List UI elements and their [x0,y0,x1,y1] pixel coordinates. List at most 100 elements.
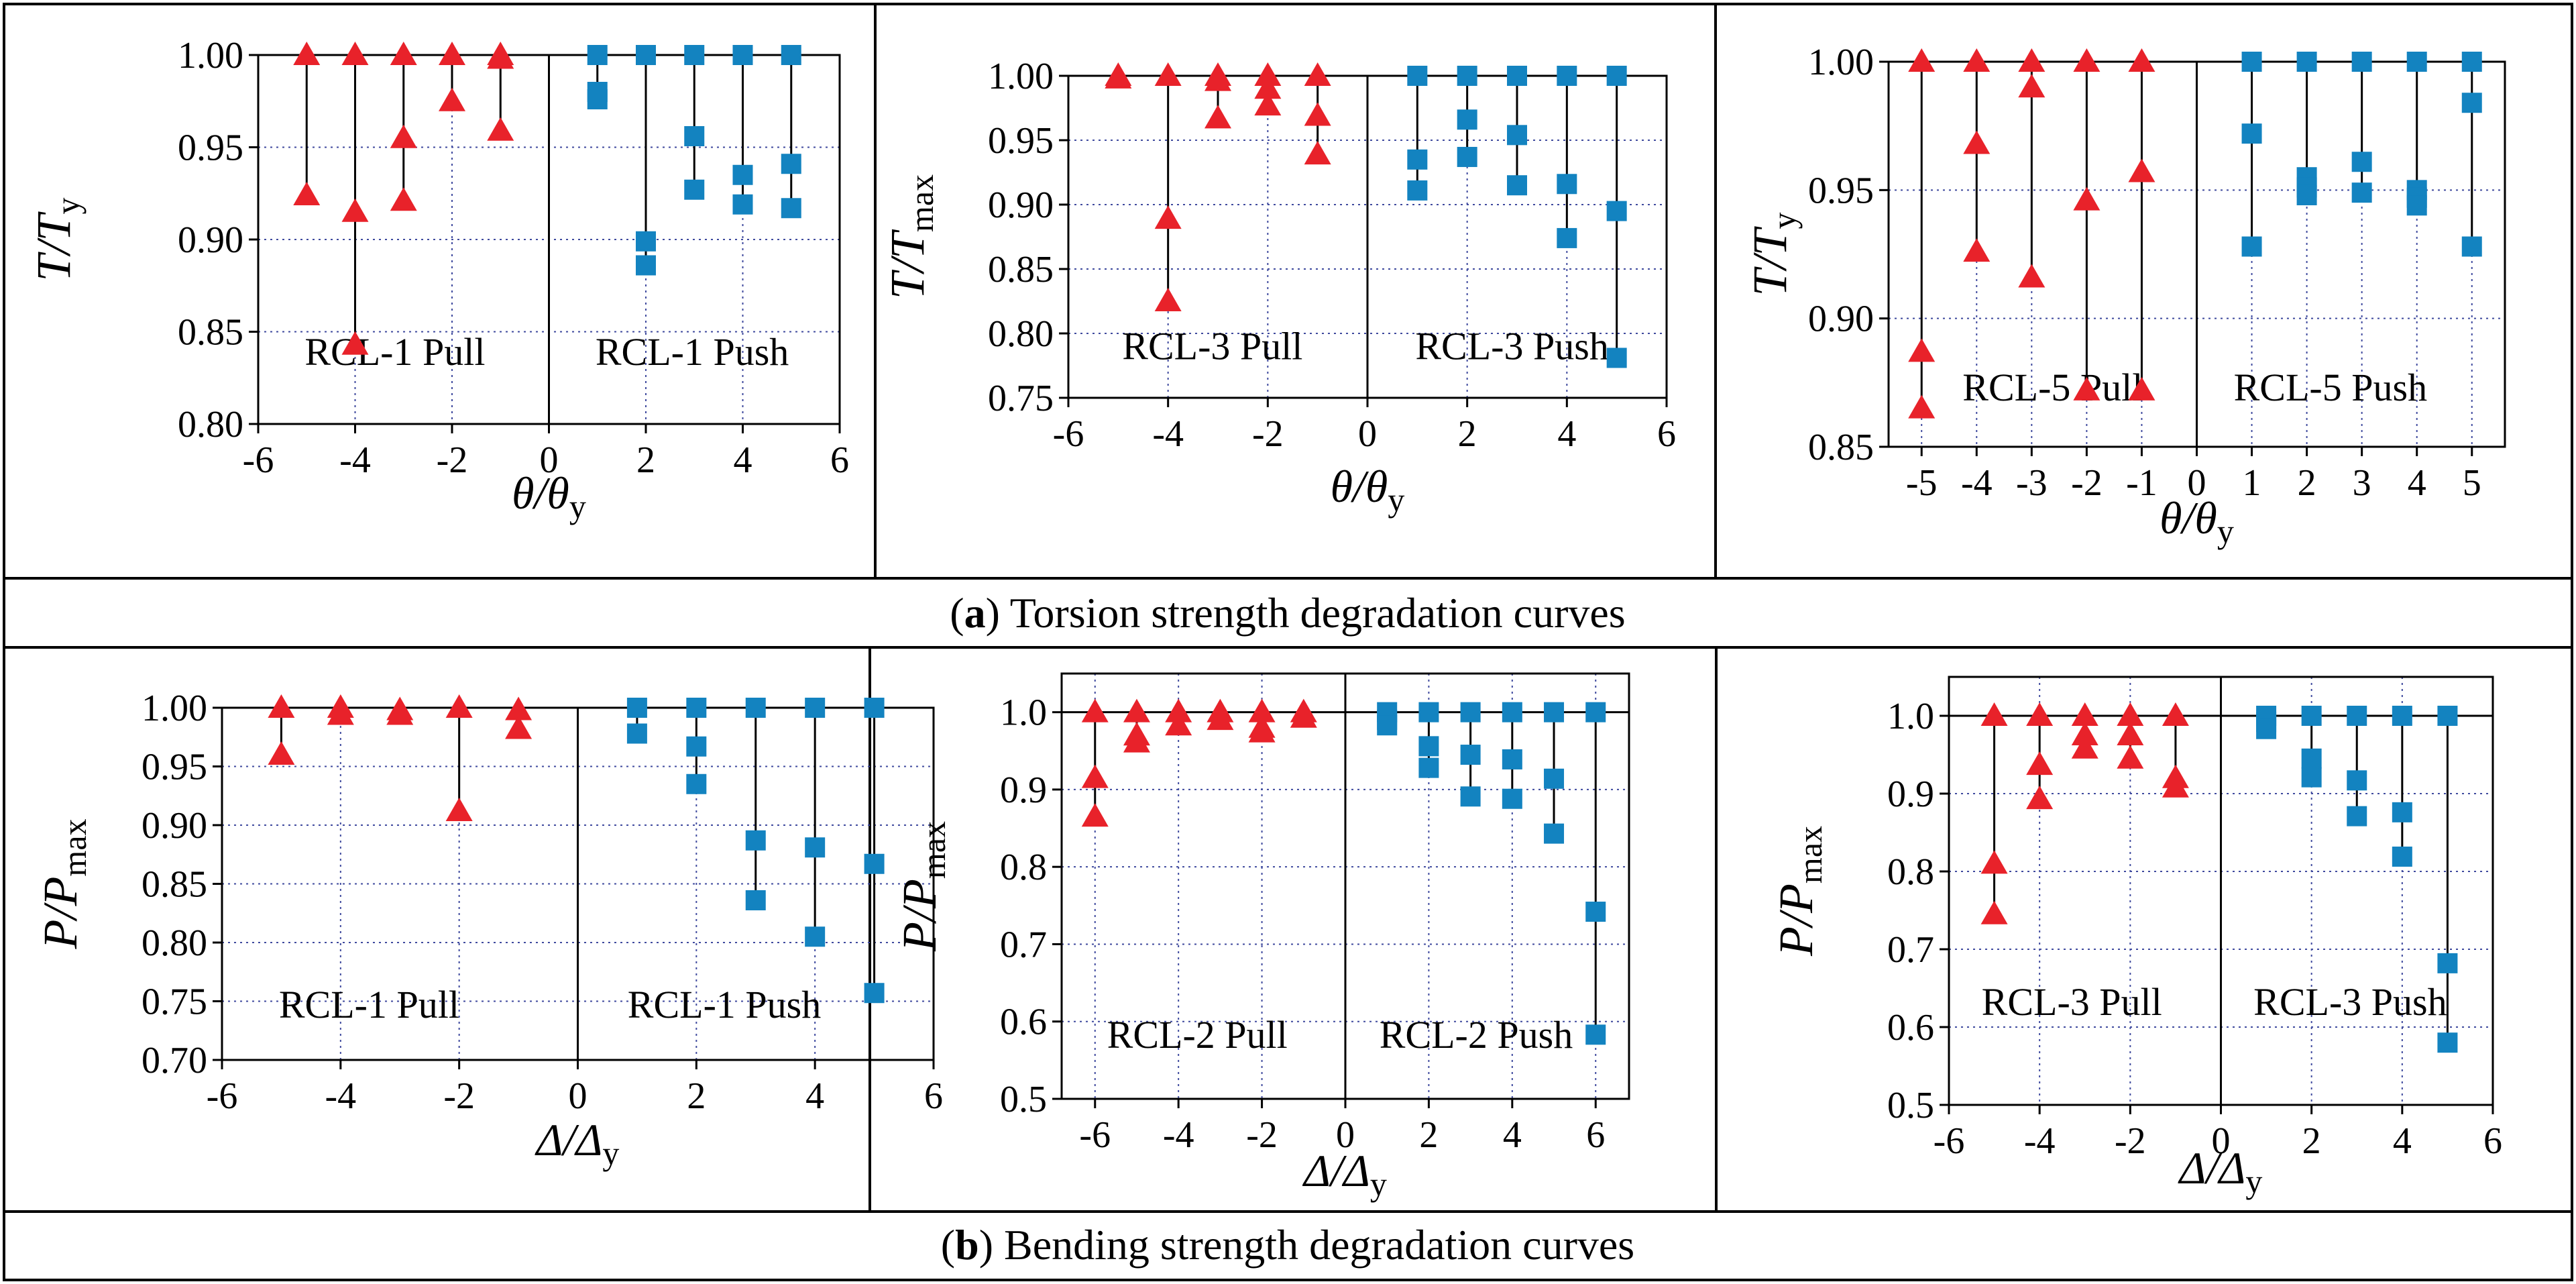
chart-a1-pull-point-2-0 [390,42,417,65]
chart-b2-annotation-0: RCL-2 Pull [1107,1013,1288,1057]
chart-b2-push-point-5-1 [1585,902,1606,922]
chart-a2-pull-point-2-2 [1205,105,1231,129]
chart-b3-pull-point-3-1 [2117,722,2144,745]
chart-b1-push-point-4-2 [864,983,885,1004]
chart-b3-ytick-label-1: 0.6 [1887,1007,1934,1049]
chart-a1-push-point-1-1 [636,231,656,252]
chart-b2-ytick-label-1: 0.6 [1000,1002,1047,1043]
chart-b3-pull-point-3-2 [2117,745,2144,769]
chart-a1-pull-point-3-0 [439,42,465,65]
chart-a2-xlabel-sub: y [1388,481,1404,519]
chart-b2-push-point-2-2 [1460,786,1481,807]
chart-a1-xtick-label-2: -2 [437,439,468,481]
chart-b1-ytick-label-3: 0.85 [142,864,207,906]
chart-a2-push-point-4-2 [1606,347,1627,368]
chart-b2-push-point-1-1 [1418,736,1439,757]
chart-b2-pull-point-5-1 [1290,704,1317,728]
chart-a1-pull-point-0-1 [293,182,321,205]
chart-a3-xtick-label-7: 2 [2298,462,2316,504]
chart-b3-push-point-2-0 [2347,706,2367,726]
chart-a1-push-point-0-2 [587,89,608,109]
chart-b2-ytick-label-3: 0.8 [1000,847,1047,888]
chart-a1-xlabel-sub: y [569,488,586,525]
chart-a1-pull-point-1-0 [341,42,369,65]
chart-a3-annotation-1: RCL-5 Push [2234,366,2427,409]
chart-a3-ytick-label-3: 1.00 [1808,42,1874,83]
chart-a2-push-point-4-0 [1606,66,1627,86]
chart-a1-push-point-3-1 [732,164,753,185]
chart-b3-push-point-4-0 [2437,706,2458,726]
chart-b2-push-point-2-0 [1460,702,1481,723]
chart-a3-push-point-4-0 [2461,52,2482,72]
chart-a3-push-point-0-1 [2241,123,2262,144]
chart-a1-push-point-1-2 [636,255,656,276]
chart-a1-ytick-label-1: 0.85 [178,312,243,354]
chart-a3-pull-point-0-0 [1908,48,1936,72]
chart-b3-ylabel-sub: max [1791,826,1829,884]
chart-a3-pull-point-3-1 [2073,186,2101,211]
chart-b1-xtick-label-4: 2 [687,1075,706,1117]
chart-b1-pull-point-0-1 [268,741,295,765]
chart-b3-push-point-3-2 [2392,846,2412,867]
chart-a1-ytick-label-0: 0.80 [178,404,243,445]
chart-b3-xtick-label-4: 2 [2302,1120,2321,1162]
chart-a2-ytick-label-3: 0.90 [988,184,1054,226]
chart-b2-push-point-1-2 [1418,757,1439,778]
chart-a2-push-point-3-2 [1557,227,1577,248]
chart-b1-xtick-label-6: 6 [924,1075,943,1117]
chart-a2-push-point-1-2 [1457,146,1477,167]
chart-a2-ytick-label-1: 0.80 [988,313,1054,355]
caption-a-letter: a [964,589,986,637]
chart-b3-pull-point-2-0 [2071,702,2098,726]
chart-b2-pull-point-0-0 [1081,698,1109,723]
chart-a3-xtick-label-3: -2 [2071,462,2103,504]
chart-a2-annotation-0: RCL-3 Pull [1122,324,1302,368]
chart-a2-pull-point-3-0 [1254,62,1282,86]
chart-b3-xtick-label-0: -6 [1934,1120,1965,1162]
chart-a1-xtick-label-4: 2 [636,439,655,481]
chart-b3-push-point-1-2 [2301,767,2322,788]
chart-b2-push-point-5-0 [1585,702,1606,723]
chart-a1-pull-point-2-1 [390,124,417,148]
chart-a2-push-point-1-0 [1457,66,1477,86]
chart-a1-pull-point-1-1 [341,198,369,222]
chart-b2-push-point-4-1 [1544,768,1565,789]
chart-b3-xtick-label-1: -4 [2024,1120,2056,1162]
chart-a2-pull-point-3-2 [1254,92,1282,116]
chart-a1-xtick-label-5: 4 [734,439,752,481]
chart-b3-xlabel-sub: y [2245,1163,2262,1200]
chart-b3-pull-point-3-0 [2117,702,2144,726]
chart-b1-pull-point-2-1 [386,701,414,725]
chart-b1-ylabel-sub: max [56,818,93,876]
caption-b: (b) Bending strength degradation curves [941,1221,1634,1269]
chart-a2-push-point-2-0 [1507,66,1527,86]
chart-a1-push-point-2-0 [684,45,705,65]
chart-b2-xtick-label-0: -6 [1079,1114,1111,1156]
chart-a2-pull-point-2-1 [1205,67,1231,91]
chart-a3-xlabel: θ/θy [2160,492,2234,550]
chart-b1-pull-point-4-1 [505,715,533,739]
chart-b2-push-point-3-0 [1502,702,1522,723]
chart-b1-push-point-2-0 [745,698,766,718]
chart-b3-pull-point-1-1 [2026,751,2054,775]
chart-b2-ylabel-sub: max [915,821,952,879]
chart-b2-push-point-1-0 [1418,702,1439,723]
chart-b2-pull-point-3-1 [1207,706,1234,731]
chart-b3-ytick-label-2: 0.7 [1887,929,1934,971]
chart-a3-annotation-0: RCL-5 Pull [1962,366,2143,409]
chart-a2-annotation-1: RCL-3 Push [1415,324,1608,368]
chart-b2-push-point-4-0 [1544,702,1565,723]
chart-b1-pull-point-4-0 [505,696,533,720]
chart-b1-push-point-4-1 [864,853,885,874]
chart-a1-xtick-label-0: -6 [243,439,274,481]
chart-a2-push-point-3-1 [1557,174,1577,195]
chart-b2-annotation-1: RCL-2 Push [1380,1013,1573,1057]
chart-b3-push-point-4-2 [2437,1032,2458,1053]
chart-b1-push-point-0-0 [626,698,647,718]
chart-a1-pull-point-1-2 [341,331,369,355]
chart-a3-pull-point-3-0 [2073,48,2101,72]
chart-b3-xtick-label-6: 6 [2483,1120,2502,1162]
chart-a3-push-point-2-1 [2351,152,2372,172]
